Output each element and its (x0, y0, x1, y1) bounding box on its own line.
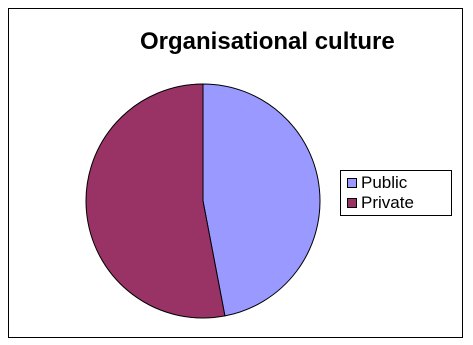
pie-slice-private (85, 83, 226, 319)
legend-swatch-public (347, 178, 357, 188)
legend-swatch-private (347, 198, 357, 208)
legend-label-public: Public (361, 173, 408, 192)
legend-item-private: Private (347, 193, 451, 213)
chart-legend: Public Private (340, 170, 452, 216)
legend-label-private: Private (361, 193, 414, 212)
chart-title: Organisational culture (140, 28, 395, 55)
legend-item-public: Public (347, 173, 451, 193)
pie-slice-public (202, 83, 321, 317)
